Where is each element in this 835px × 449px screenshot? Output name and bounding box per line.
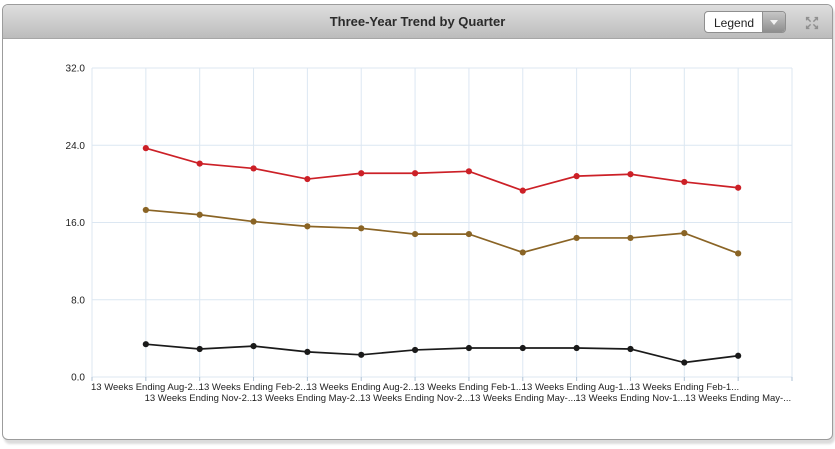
legend-dropdown-value: Legend — [714, 16, 755, 30]
panel-titlebar: Three-Year Trend by Quarter Legend — [3, 5, 832, 39]
expand-arrows-icon — [805, 16, 819, 30]
chevron-down-icon — [770, 19, 778, 25]
expand-button[interactable] — [804, 15, 820, 31]
page-title: Three-Year Trend by Quarter — [329, 14, 506, 29]
chart-panel: Three-Year Trend by Quarter Legend — [2, 4, 833, 440]
legend-dropdown-arrow-button[interactable] — [762, 12, 785, 32]
legend-dropdown[interactable]: Legend — [704, 11, 786, 33]
